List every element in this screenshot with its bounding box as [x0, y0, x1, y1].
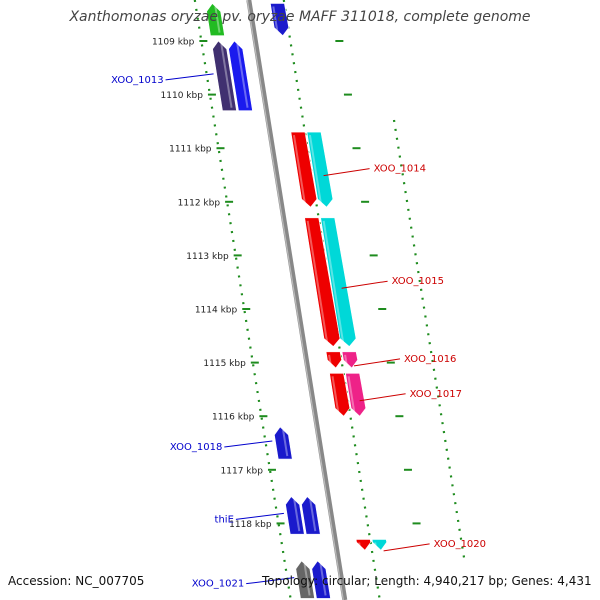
- gene-XOO_1021-pair[interactable]: [311, 560, 331, 599]
- gene-XOO_1014[interactable]: [290, 131, 318, 208]
- gene-top-blue-highlight: [272, 6, 279, 33]
- gene-XOO_1021-pair-highlight: [319, 563, 327, 596]
- gene-top-blue[interactable]: [270, 3, 290, 37]
- gene-XOO_1020-pair[interactable]: [371, 539, 388, 551]
- gene-thiE-pair-highlight: [309, 499, 317, 532]
- label-leader: [359, 393, 406, 402]
- gene-XOO_1017-pair-highlight: [347, 376, 356, 414]
- gene-label-XOO_1020[interactable]: XOO_1020: [434, 539, 486, 550]
- gene-label-XOO_1016[interactable]: XOO_1016: [404, 354, 456, 365]
- gene-label-XOO_1021[interactable]: XOO_1021: [192, 579, 244, 590]
- gene-XOO_1016-highlight: [328, 354, 332, 366]
- gene-thiE-highlight: [293, 499, 301, 532]
- scale-label: 1110 kbp: [161, 91, 204, 101]
- track-frame-layer: [193, 0, 466, 600]
- label-leader: [341, 280, 388, 289]
- scale-label: 1114 kbp: [195, 306, 238, 316]
- gene-XOO_1013-pair[interactable]: [228, 40, 253, 111]
- label-leader: [246, 577, 295, 585]
- scale-label: 1113 kbp: [186, 252, 229, 262]
- gene-XOO_1013-highlight: [220, 43, 233, 108]
- gene-XOO_1018[interactable]: [274, 426, 293, 460]
- gene-XOO_1013[interactable]: [212, 40, 237, 111]
- label-layer: 1109 kbp 1110 kbp 1111 kbp 1112 kbp 1113 kbp…: [111, 38, 486, 590]
- scale-label: 1112 kbp: [178, 198, 221, 208]
- topology-text: Topology: circular; Length: 4,940,217 bp…: [262, 574, 592, 588]
- gene-label-XOO_1017[interactable]: XOO_1017: [410, 389, 462, 400]
- gene-XOO_1013-pair-highlight: [236, 43, 249, 108]
- scale-label: 1116 kbp: [212, 413, 255, 423]
- scale-label: 1117 kbp: [221, 466, 264, 476]
- gene-XOO_1016-pair-highlight: [344, 354, 348, 366]
- gene-XOO_1020-highlight: [358, 542, 361, 548]
- gene-XOO_1014-highlight: [292, 134, 306, 205]
- gene-XOO_1016-pair[interactable]: [341, 351, 358, 369]
- gene-label-thiE[interactable]: thiE: [215, 514, 234, 525]
- label-leader: [165, 73, 214, 81]
- gene-top-green-highlight: [214, 6, 221, 33]
- gene-XOO_1018-highlight: [282, 429, 289, 457]
- gene-label-XOO_1014[interactable]: XOO_1014: [374, 164, 426, 175]
- gene-XOO_1017-highlight: [331, 376, 340, 414]
- outer-track-border: [392, 119, 466, 561]
- gene-XOO_1014-pair[interactable]: [306, 131, 334, 208]
- genome-axis-highlight: [246, 0, 344, 600]
- gene-XOO_1014-pair-highlight: [308, 134, 322, 205]
- gene-thiE[interactable]: [285, 496, 305, 535]
- map-title: Xanthomonas oryzae pv. oryzae MAFF 31101…: [69, 9, 531, 25]
- accession-text: Accession: NC_007705: [8, 574, 145, 588]
- gene-XOO_1017-pair[interactable]: [345, 373, 367, 417]
- gene-XOO_1015-highlight: [306, 220, 329, 344]
- gene-XOO_1017[interactable]: [329, 373, 351, 417]
- scale-label: 1118 kbp: [229, 520, 272, 530]
- gene-XOO_1015[interactable]: [304, 217, 341, 347]
- gene-XOO_1021-highlight: [303, 563, 311, 596]
- label-leader: [383, 543, 430, 552]
- gene-XOO_1020[interactable]: [355, 539, 372, 551]
- scale-label: 1115 kbp: [203, 359, 246, 369]
- label-leader: [224, 440, 273, 448]
- gene-top-green[interactable]: [206, 3, 225, 36]
- gene-layer: [206, 3, 388, 599]
- gene-XOO_1015-pair[interactable]: [320, 217, 357, 347]
- gene-label-XOO_1018[interactable]: XOO_1018: [170, 442, 222, 453]
- label-leader: [323, 168, 370, 177]
- gene-label-XOO_1013[interactable]: XOO_1013: [111, 75, 163, 86]
- scale-label: 1109 kbp: [152, 38, 195, 48]
- genome-axis-line: [246, 0, 348, 600]
- label-leader: [235, 512, 284, 520]
- gene-XOO_1015-pair-highlight: [322, 220, 345, 344]
- gene-XOO_1016[interactable]: [325, 351, 342, 369]
- label-leader: [353, 358, 401, 367]
- gene-label-XOO_1015[interactable]: XOO_1015: [392, 276, 444, 287]
- scale-label: 1111 kbp: [169, 145, 212, 155]
- gene-thiE-pair[interactable]: [301, 496, 321, 535]
- gene-XOO_1020-pair-highlight: [374, 542, 377, 548]
- gene-XOO_1021[interactable]: [295, 560, 315, 599]
